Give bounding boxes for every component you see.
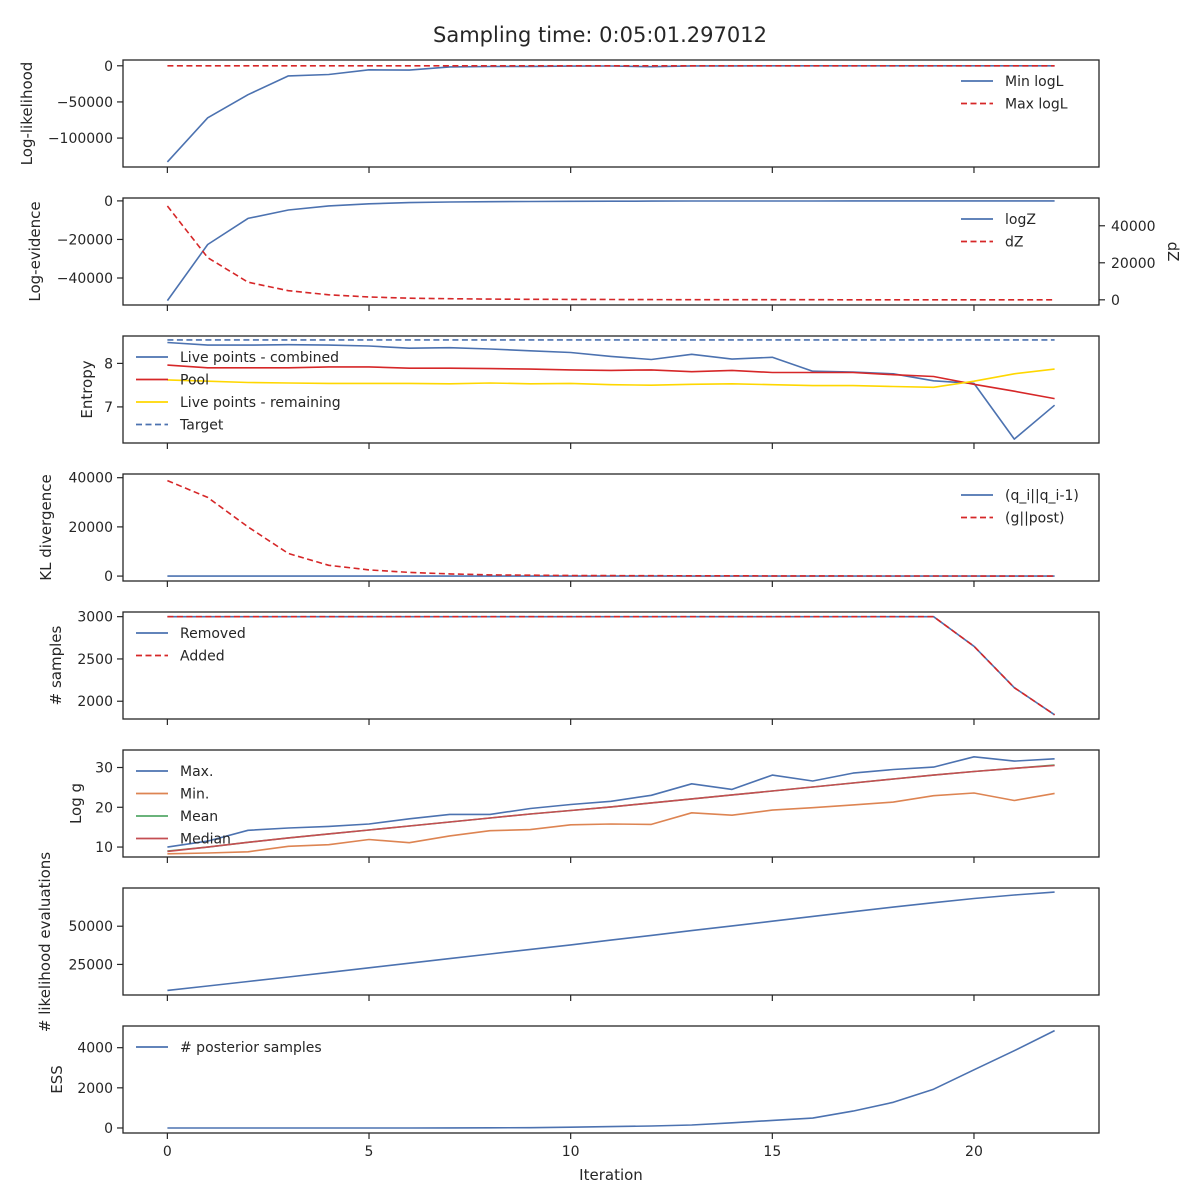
y-tick-label: 40000 — [68, 471, 113, 487]
y-tick-label: −20000 — [57, 232, 113, 248]
y-tick-label: 0 — [104, 1121, 113, 1137]
axes-frame — [122, 335, 1100, 444]
y-tick-label: 20000 — [68, 520, 113, 536]
legend-label: Median — [180, 832, 231, 848]
y-axis-label: Entropy — [78, 360, 96, 418]
legend-label: Mean — [180, 809, 218, 825]
panel-6: 10 20 30 Log g Max. Min. Mean Median — [67, 749, 1100, 863]
series-group — [167, 755, 1055, 855]
series-line--posterior-samples — [167, 1029, 1055, 1129]
legend-label: Max logL — [1005, 97, 1068, 113]
x-tick-label: 0 — [163, 1144, 172, 1160]
y-tick-label: 7 — [104, 400, 113, 416]
panel-5: 2000 2500 3000 # samples Removed Added — [47, 610, 1100, 725]
series-line-evaluations — [167, 891, 1055, 992]
legend-label: Pool — [180, 373, 209, 389]
y-tick-label: 4000 — [77, 1041, 113, 1057]
series-line--g-post- — [167, 479, 1055, 577]
axes-frame — [122, 611, 1100, 720]
axes-frame — [122, 887, 1100, 996]
series-line-live-points-remaining — [167, 368, 1055, 389]
series-line-mean — [167, 764, 1055, 852]
series-group — [167, 479, 1055, 577]
axes-frame — [122, 197, 1100, 306]
series-line-removed — [167, 615, 1056, 716]
legend-label: Removed — [180, 626, 246, 642]
series-group — [166, 65, 1055, 163]
y-tick-label: 2500 — [77, 652, 113, 668]
y-axis-label: Log-likelihood — [18, 62, 36, 166]
y-axis-label: # samples — [47, 625, 65, 705]
y-tick-label: 2000 — [77, 694, 113, 710]
y-tick-label: 0 — [104, 194, 113, 210]
y-axis-label: Log g — [67, 783, 85, 824]
figure-title: Sampling time: 0:05:01.297012 — [433, 23, 767, 47]
legend-label: (g||post) — [1005, 511, 1064, 527]
x-tick-label: 5 — [365, 1144, 374, 1160]
legend-label: # posterior samples — [180, 1040, 322, 1056]
series-line-median — [167, 764, 1055, 853]
y-right-tick-label: 20000 — [1111, 256, 1156, 272]
y-right-axis-label: dZ — [1164, 242, 1182, 262]
series-group — [166, 200, 1055, 302]
legend-label: Min logL — [1005, 74, 1064, 90]
panel-3: 7 8 Entropy Live points - combined Pool Live … — [78, 335, 1100, 449]
legend-label: dZ — [1005, 235, 1023, 251]
y-tick-label: 50000 — [68, 919, 113, 935]
series-line-added — [167, 615, 1056, 716]
series-line-max- — [167, 755, 1055, 848]
y-tick-label: −40000 — [57, 271, 113, 287]
legend-label: Added — [180, 649, 225, 665]
panel-1: 0 −50000 −100000 Log-likelihood Min logL Max … — [18, 59, 1100, 173]
series-line-live-points-combined — [167, 341, 1056, 440]
y-tick-label: 25000 — [68, 957, 113, 973]
y-axis-label: KL divergence — [37, 474, 55, 580]
axes-frame — [122, 59, 1100, 168]
y-tick-label: 2000 — [77, 1081, 113, 1097]
series-group — [167, 615, 1056, 716]
y-tick-label: 10 — [95, 840, 113, 856]
x-tick-label: 20 — [965, 1144, 983, 1160]
series-group — [167, 891, 1055, 992]
series-line-pool — [167, 364, 1055, 400]
legend-label: (q_i||q_i-1) — [1005, 488, 1079, 504]
series-line-logz — [166, 200, 1055, 302]
legend-label: Min. — [180, 787, 209, 803]
y-axis-label: Log-evidence — [26, 201, 44, 301]
x-axis-label: Iteration — [579, 1166, 643, 1184]
y-tick-label: −50000 — [57, 95, 113, 111]
y-tick-label: −100000 — [48, 131, 113, 147]
legend-label: Max. — [180, 764, 213, 780]
subplot-stack: 0 −50000 −100000 Log-likelihood Min logL Max … — [18, 59, 1182, 1160]
y-axis-label: # likelihood evaluations — [36, 852, 54, 1032]
y-tick-label: 8 — [104, 356, 113, 372]
y-tick-label: 0 — [104, 569, 113, 585]
legend-label: logZ — [1005, 212, 1036, 228]
y-right-tick-label: 0 — [1111, 293, 1120, 309]
panel-2: 0 −20000 −40000 0 20000 40000 dZ Log-evidence lo… — [26, 194, 1182, 311]
axes-frame — [122, 1025, 1100, 1134]
y-tick-label: 3000 — [77, 610, 113, 626]
axes-frame — [122, 749, 1100, 858]
panel-8: 0 2000 4000 0 5 10 15 20 ESS # posterior samples — [48, 1025, 1100, 1160]
y-tick-label: 30 — [95, 761, 113, 777]
series-group — [167, 339, 1056, 440]
panel-7: 25000 50000 # likelihood evaluations — [36, 852, 1100, 1032]
series-line-min-logl — [166, 65, 1055, 163]
series-group — [167, 1029, 1055, 1129]
axes-frame — [122, 473, 1100, 582]
legend-label: Target — [179, 418, 224, 434]
x-tick-label: 15 — [763, 1144, 781, 1160]
series-line-min- — [167, 792, 1055, 855]
y-axis-label: ESS — [48, 1065, 66, 1094]
y-tick-label: 0 — [104, 59, 113, 75]
y-right-tick-label: 40000 — [1111, 219, 1156, 235]
legend-label: Live points - remaining — [180, 395, 341, 411]
x-tick-label: 10 — [562, 1144, 580, 1160]
panel-4: 0 20000 40000 KL divergence (q_i||q_i-1) (g||… — [37, 471, 1100, 587]
legend-label: Live points - combined — [180, 350, 339, 366]
series-line-dz — [166, 205, 1055, 301]
y-tick-label: 20 — [95, 800, 113, 816]
